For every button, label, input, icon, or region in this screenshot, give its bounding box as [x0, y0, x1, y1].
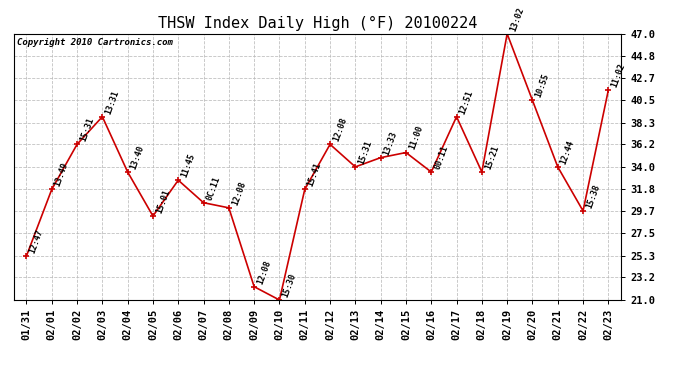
Text: 11:00: 11:00 [407, 124, 424, 151]
Text: 11:02: 11:02 [610, 62, 627, 88]
Text: 13:02: 13:02 [509, 6, 526, 32]
Text: 15:21: 15:21 [483, 144, 500, 171]
Text: 12:44: 12:44 [559, 139, 576, 165]
Text: 10:55: 10:55 [534, 72, 551, 99]
Text: Copyright 2010 Cartronics.com: Copyright 2010 Cartronics.com [17, 38, 172, 47]
Text: 13:31: 13:31 [104, 89, 121, 115]
Text: 15:01: 15:01 [155, 188, 171, 214]
Text: 12:08: 12:08 [230, 180, 247, 207]
Text: 13:40: 13:40 [129, 144, 146, 171]
Text: 0C:11: 0C:11 [205, 175, 222, 201]
Text: 12:47: 12:47 [28, 228, 45, 255]
Text: 12:08: 12:08 [331, 116, 348, 143]
Text: 12:08: 12:08 [255, 259, 273, 285]
Title: THSW Index Daily High (°F) 20100224: THSW Index Daily High (°F) 20100224 [158, 16, 477, 31]
Text: 15:31: 15:31 [79, 116, 95, 143]
Text: 15:38: 15:38 [584, 183, 602, 210]
Text: 00:11: 00:11 [433, 144, 450, 171]
Text: 11:45: 11:45 [179, 152, 197, 179]
Text: 15:41: 15:41 [306, 162, 323, 188]
Text: 13:49: 13:49 [53, 162, 70, 188]
Text: 15:31: 15:31 [357, 139, 374, 165]
Text: 13:33: 13:33 [382, 130, 399, 156]
Text: 12:51: 12:51 [458, 89, 475, 115]
Text: 15:30: 15:30 [281, 272, 298, 298]
